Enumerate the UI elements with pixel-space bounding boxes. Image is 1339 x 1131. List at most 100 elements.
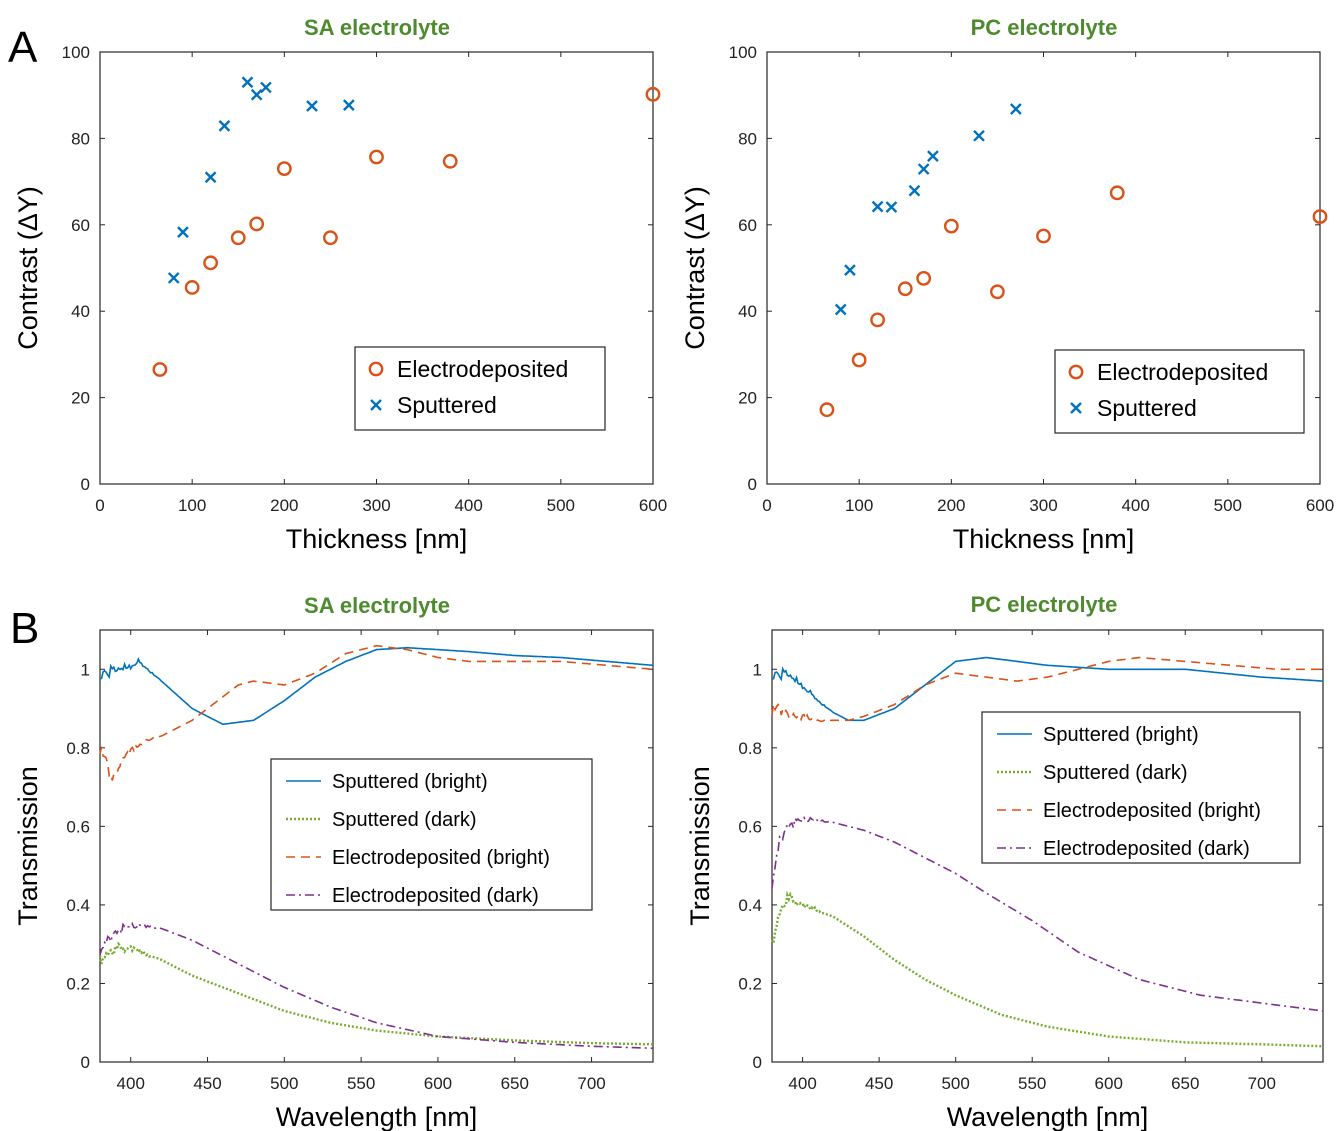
point-sputtered	[167, 272, 180, 284]
chart-b-pc: PC electrolyte 400 450 500 550 600 650 700 0 0.2…	[685, 592, 1324, 1131]
point-electrodeposited	[203, 255, 219, 271]
y-tick-label: 20	[738, 389, 757, 408]
x-tick-label: 400	[117, 1074, 145, 1093]
series-line-electrodeposited-dark	[771, 815, 1324, 1012]
chart-title: SA electrolyte	[304, 15, 450, 40]
y-tick-label: 0.4	[66, 896, 90, 915]
x-tick-label: 500	[270, 1074, 298, 1093]
point-sputtered	[306, 100, 318, 112]
x-axis-label: Thickness [nm]	[286, 524, 468, 554]
y-tick-label: 60	[738, 216, 757, 235]
point-electrodeposited	[249, 216, 265, 232]
x-tick-label: 550	[1018, 1074, 1046, 1093]
legend-marker-circle	[1068, 364, 1084, 380]
x-tick-label: 450	[865, 1074, 893, 1093]
point-sputtered	[885, 201, 898, 213]
point-electrodeposited	[645, 86, 661, 102]
x-tick-label: 300	[1029, 496, 1057, 515]
series-line-electrodeposited-bright	[99, 644, 654, 781]
x-tick-label: 600	[1306, 496, 1334, 515]
legend-label: Electrodeposited (dark)	[1043, 838, 1250, 860]
point-electrodeposited	[1036, 228, 1051, 244]
point-electrodeposited	[1312, 209, 1328, 224]
point-sputtered	[218, 120, 231, 132]
y-tick-label: 0.8	[66, 739, 90, 758]
point-sputtered	[844, 264, 856, 277]
legend-marker-circle	[368, 361, 384, 377]
y-tick-label: 0	[748, 475, 757, 494]
plot-area	[771, 629, 1324, 1063]
chart-a-pc: PC electrolyte 0 100 200 300 400 500 600 0 20 40 6…	[680, 15, 1334, 554]
chart-title: SA electrolyte	[304, 593, 450, 618]
panel-letter-b: B	[10, 604, 39, 653]
y-tick-label: 0	[753, 1053, 762, 1072]
point-sputtered	[908, 184, 921, 197]
legend-label: Sputtered (bright)	[1043, 724, 1199, 746]
y-tick-label: 0.2	[66, 974, 90, 993]
point-electrodeposited	[184, 280, 200, 295]
series-line-sputtered-bright	[771, 656, 1324, 722]
legend-label: Electrodeposited (bright)	[1043, 800, 1261, 822]
x-axis-label: Thickness [nm]	[953, 524, 1135, 554]
x-axis-label: Wavelength [nm]	[947, 1102, 1149, 1131]
x-axis-label: Wavelength [nm]	[276, 1102, 478, 1131]
y-tick-label: 100	[62, 43, 90, 62]
legend-label: Sputtered	[397, 392, 497, 418]
x-tick-label: 0	[762, 496, 771, 515]
y-tick-label: 0.2	[738, 974, 762, 993]
x-tick-label: 650	[1171, 1074, 1199, 1093]
x-tick-label: 500	[941, 1074, 969, 1093]
y-tick-label: 0	[81, 1053, 90, 1072]
point-sputtered	[177, 226, 189, 238]
x-tick-label: 400	[454, 496, 482, 515]
x-tick-label: 400	[1121, 496, 1149, 515]
legend-box	[981, 711, 1301, 864]
point-sputtered	[1010, 103, 1022, 115]
chart-title: PC electrolyte	[971, 592, 1118, 617]
series-line-electrodeposited-bright	[771, 656, 1323, 723]
legend-label: Electrodeposited	[397, 356, 568, 382]
x-tick-label: 550	[347, 1074, 375, 1093]
y-axis-label: Contrast (ΔY)	[680, 186, 710, 350]
y-tick-label: 60	[71, 216, 90, 235]
point-electrodeposited	[990, 284, 1005, 300]
y-axis-label: Contrast (ΔY)	[13, 186, 43, 350]
y-tick-label: 40	[738, 302, 757, 321]
legend-box	[354, 346, 606, 431]
x-tick-label: 0	[95, 496, 104, 515]
y-tick-label: 40	[71, 302, 90, 321]
legend: Electrodeposited Sputtered	[354, 346, 606, 431]
x-tick-label: 200	[270, 496, 298, 515]
y-axis-label: Transmission	[685, 766, 715, 926]
y-tick-label: 0.4	[738, 896, 762, 915]
legend: Sputtered (bright) Sputtered (dark) Electr…	[981, 711, 1301, 864]
x-tick-label: 500	[547, 496, 575, 515]
point-sputtered	[241, 76, 254, 89]
point-electrodeposited	[851, 352, 867, 368]
point-sputtered	[973, 129, 985, 142]
legend-label: Sputtered (dark)	[1043, 762, 1188, 784]
legend-marker-x	[370, 399, 382, 411]
legend-box	[1054, 349, 1305, 434]
x-tick-label: 500	[1214, 496, 1242, 515]
point-electrodeposited	[442, 153, 458, 169]
x-tick-label: 200	[937, 496, 965, 515]
y-tick-label: 0.6	[738, 817, 762, 836]
x-tick-label: 450	[193, 1074, 221, 1093]
chart-b-sa: SA electrolyte 400 450 500 550 600 650 700 0 0.2…	[13, 593, 654, 1131]
legend-label: Electrodeposited (bright)	[332, 847, 550, 869]
point-sputtered	[343, 99, 355, 111]
point-electrodeposited	[916, 270, 932, 286]
series-line-sputtered-dark	[770, 890, 1324, 1048]
legend-label: Sputtered (dark)	[332, 809, 477, 831]
point-sputtered	[250, 88, 263, 101]
point-electrodeposited	[152, 362, 168, 377]
legend-label: Electrodeposited (dark)	[332, 885, 539, 907]
y-tick-label: 80	[71, 129, 90, 148]
y-tick-label: 0	[81, 475, 90, 494]
point-electrodeposited	[943, 218, 959, 234]
y-tick-label: 80	[738, 129, 757, 148]
x-tick-label: 700	[577, 1074, 605, 1093]
point-electrodeposited	[323, 230, 338, 246]
